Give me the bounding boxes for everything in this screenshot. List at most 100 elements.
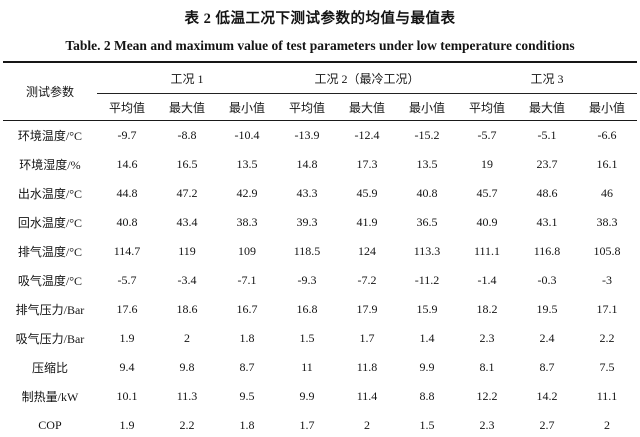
value-cell: -6.6 [597,128,617,142]
value-cell: 40.9 [476,215,498,229]
value-cell: 1.5 [299,331,315,345]
value-cell: 116.8 [533,244,561,258]
value-cell: -0.3 [537,273,557,287]
value-cell: -8.8 [177,128,197,142]
value-cell: 9.8 [179,360,195,374]
value-cell: 17.6 [116,302,138,316]
value-cell: 118.5 [293,244,321,258]
value-cell: 23.7 [536,157,558,171]
value-cell: 1.9 [119,331,135,345]
value-cell: 40.8 [116,215,138,229]
value-cell: -5.7 [477,128,497,142]
value-cell: 8.7 [239,360,255,374]
table-row: 环境湿度/% 14.6 16.5 13.5 14.8 17.3 13.5 19 23.7 16.1 [3,150,637,179]
test-parameters-table: 测试参数 工况 1 工况 2（最冷工况） 工况 3 平均值 最大值 最小值 平均… [2,61,638,437]
value-cell: 17.9 [356,302,378,316]
value-cell: 9.9 [419,360,435,374]
value-cell: 19.5 [536,302,558,316]
value-cell: 40.8 [416,186,438,200]
group-header-condition-2: 工况 2（最冷工况） [276,62,457,94]
table-title-english: Table. 2 Mean and maximum value of test … [65,38,575,53]
row-label: COP [38,418,62,432]
group-header-condition-1: 工况 1 [96,62,277,94]
table-body: 环境温度/°C -9.7 -8.8 -10.4 -13.9 -12.4 -15.2 -5.7 -… [3,121,637,437]
subheader-min-1: 最小值 [216,93,277,121]
value-cell: 14.2 [536,389,558,403]
value-cell: 2.7 [539,418,555,432]
value-cell: 1.8 [239,418,255,432]
value-cell: 109 [237,244,256,258]
value-cell: -15.2 [414,128,440,142]
table-row: 制热量/kW 10.1 11.3 9.5 9.9 11.4 8.8 12.2 14.2 11.1 [3,382,637,411]
value-cell: -3.4 [177,273,197,287]
group-header-condition-3: 工况 3 [457,62,638,94]
value-cell: 8.1 [479,360,495,374]
value-cell: 16.5 [176,157,198,171]
value-cell: 12.2 [476,389,498,403]
value-cell: 124 [357,244,376,258]
row-label: 环境温度/°C [17,129,83,143]
subheader-min-3: 最小值 [577,93,638,121]
value-cell: 2 [183,331,190,345]
param-column-header: 测试参数 [2,62,97,121]
value-cell: 43.3 [296,186,318,200]
subheader-max-1: 最大值 [156,93,217,121]
value-cell: 11.8 [356,360,378,374]
value-cell: 38.3 [236,215,258,229]
value-cell: 10.1 [116,389,138,403]
value-cell: 1.5 [419,418,435,432]
value-cell: 14.6 [116,157,138,171]
value-cell: 7.5 [599,360,615,374]
value-cell: 17.3 [356,157,378,171]
value-cell: 2.2 [599,331,615,345]
table-row: 出水温度/°C 44.8 47.2 42.9 43.3 45.9 40.8 45.7 48.6 4… [3,179,637,208]
value-cell: -9.7 [117,128,137,142]
value-cell: 47.2 [176,186,198,200]
value-cell: 14.8 [296,157,318,171]
value-cell: -7.2 [357,273,377,287]
value-cell: 11 [301,360,313,374]
statistic-subheader-row: 平均值 最大值 最小值 平均值 最大值 最小值 平均值 最大值 最小值 [3,93,638,121]
value-cell: 9.4 [119,360,135,374]
value-cell: 9.9 [299,389,315,403]
value-cell: -9.3 [297,273,317,287]
value-cell: 11.4 [356,389,378,403]
value-cell: 39.3 [296,215,318,229]
value-cell: 41.9 [356,215,378,229]
subheader-mean-3: 平均值 [457,93,517,121]
value-cell: 17.1 [596,302,618,316]
value-cell: 15.9 [416,302,438,316]
row-label: 出水温度/°C [17,187,83,201]
row-label: 吸气温度/°C [17,274,83,288]
subheader-max-3: 最大值 [517,93,577,121]
value-cell: 1.4 [419,331,435,345]
value-cell: 2.4 [539,331,555,345]
row-label: 回水温度/°C [17,216,83,230]
row-label: 制热量/kW [21,390,79,404]
value-cell: 43.1 [536,215,558,229]
value-cell: 119 [178,244,196,258]
value-cell: 38.3 [596,215,618,229]
value-cell: 18.6 [176,302,198,316]
value-cell: 2.3 [479,331,495,345]
value-cell: 8.8 [419,389,435,403]
row-label: 环境湿度/% [19,158,81,172]
value-cell: 19 [481,157,493,171]
value-cell: 16.1 [596,157,618,171]
value-cell: 9.5 [239,389,255,403]
row-label: 压缩比 [31,361,68,375]
table-header: 测试参数 工况 1 工况 2（最冷工况） 工况 3 平均值 最大值 最小值 平均… [2,62,638,121]
value-cell: 2 [363,418,370,432]
value-cell: -5.7 [117,273,137,287]
value-cell: -11.2 [414,273,440,287]
value-cell: 2 [604,418,610,432]
table-row: COP 1.9 2.2 1.8 1.7 2 1.5 2.3 2.7 2 [3,411,637,437]
value-cell: -3 [602,273,612,287]
value-cell: 45.7 [476,186,498,200]
value-cell: 11.1 [596,389,618,403]
table-row: 环境温度/°C -9.7 -8.8 -10.4 -13.9 -12.4 -15.2 -5.7 -… [3,121,637,151]
value-cell: 114.7 [113,244,141,258]
value-cell: -10.4 [234,128,260,142]
value-cell: -7.1 [237,273,257,287]
